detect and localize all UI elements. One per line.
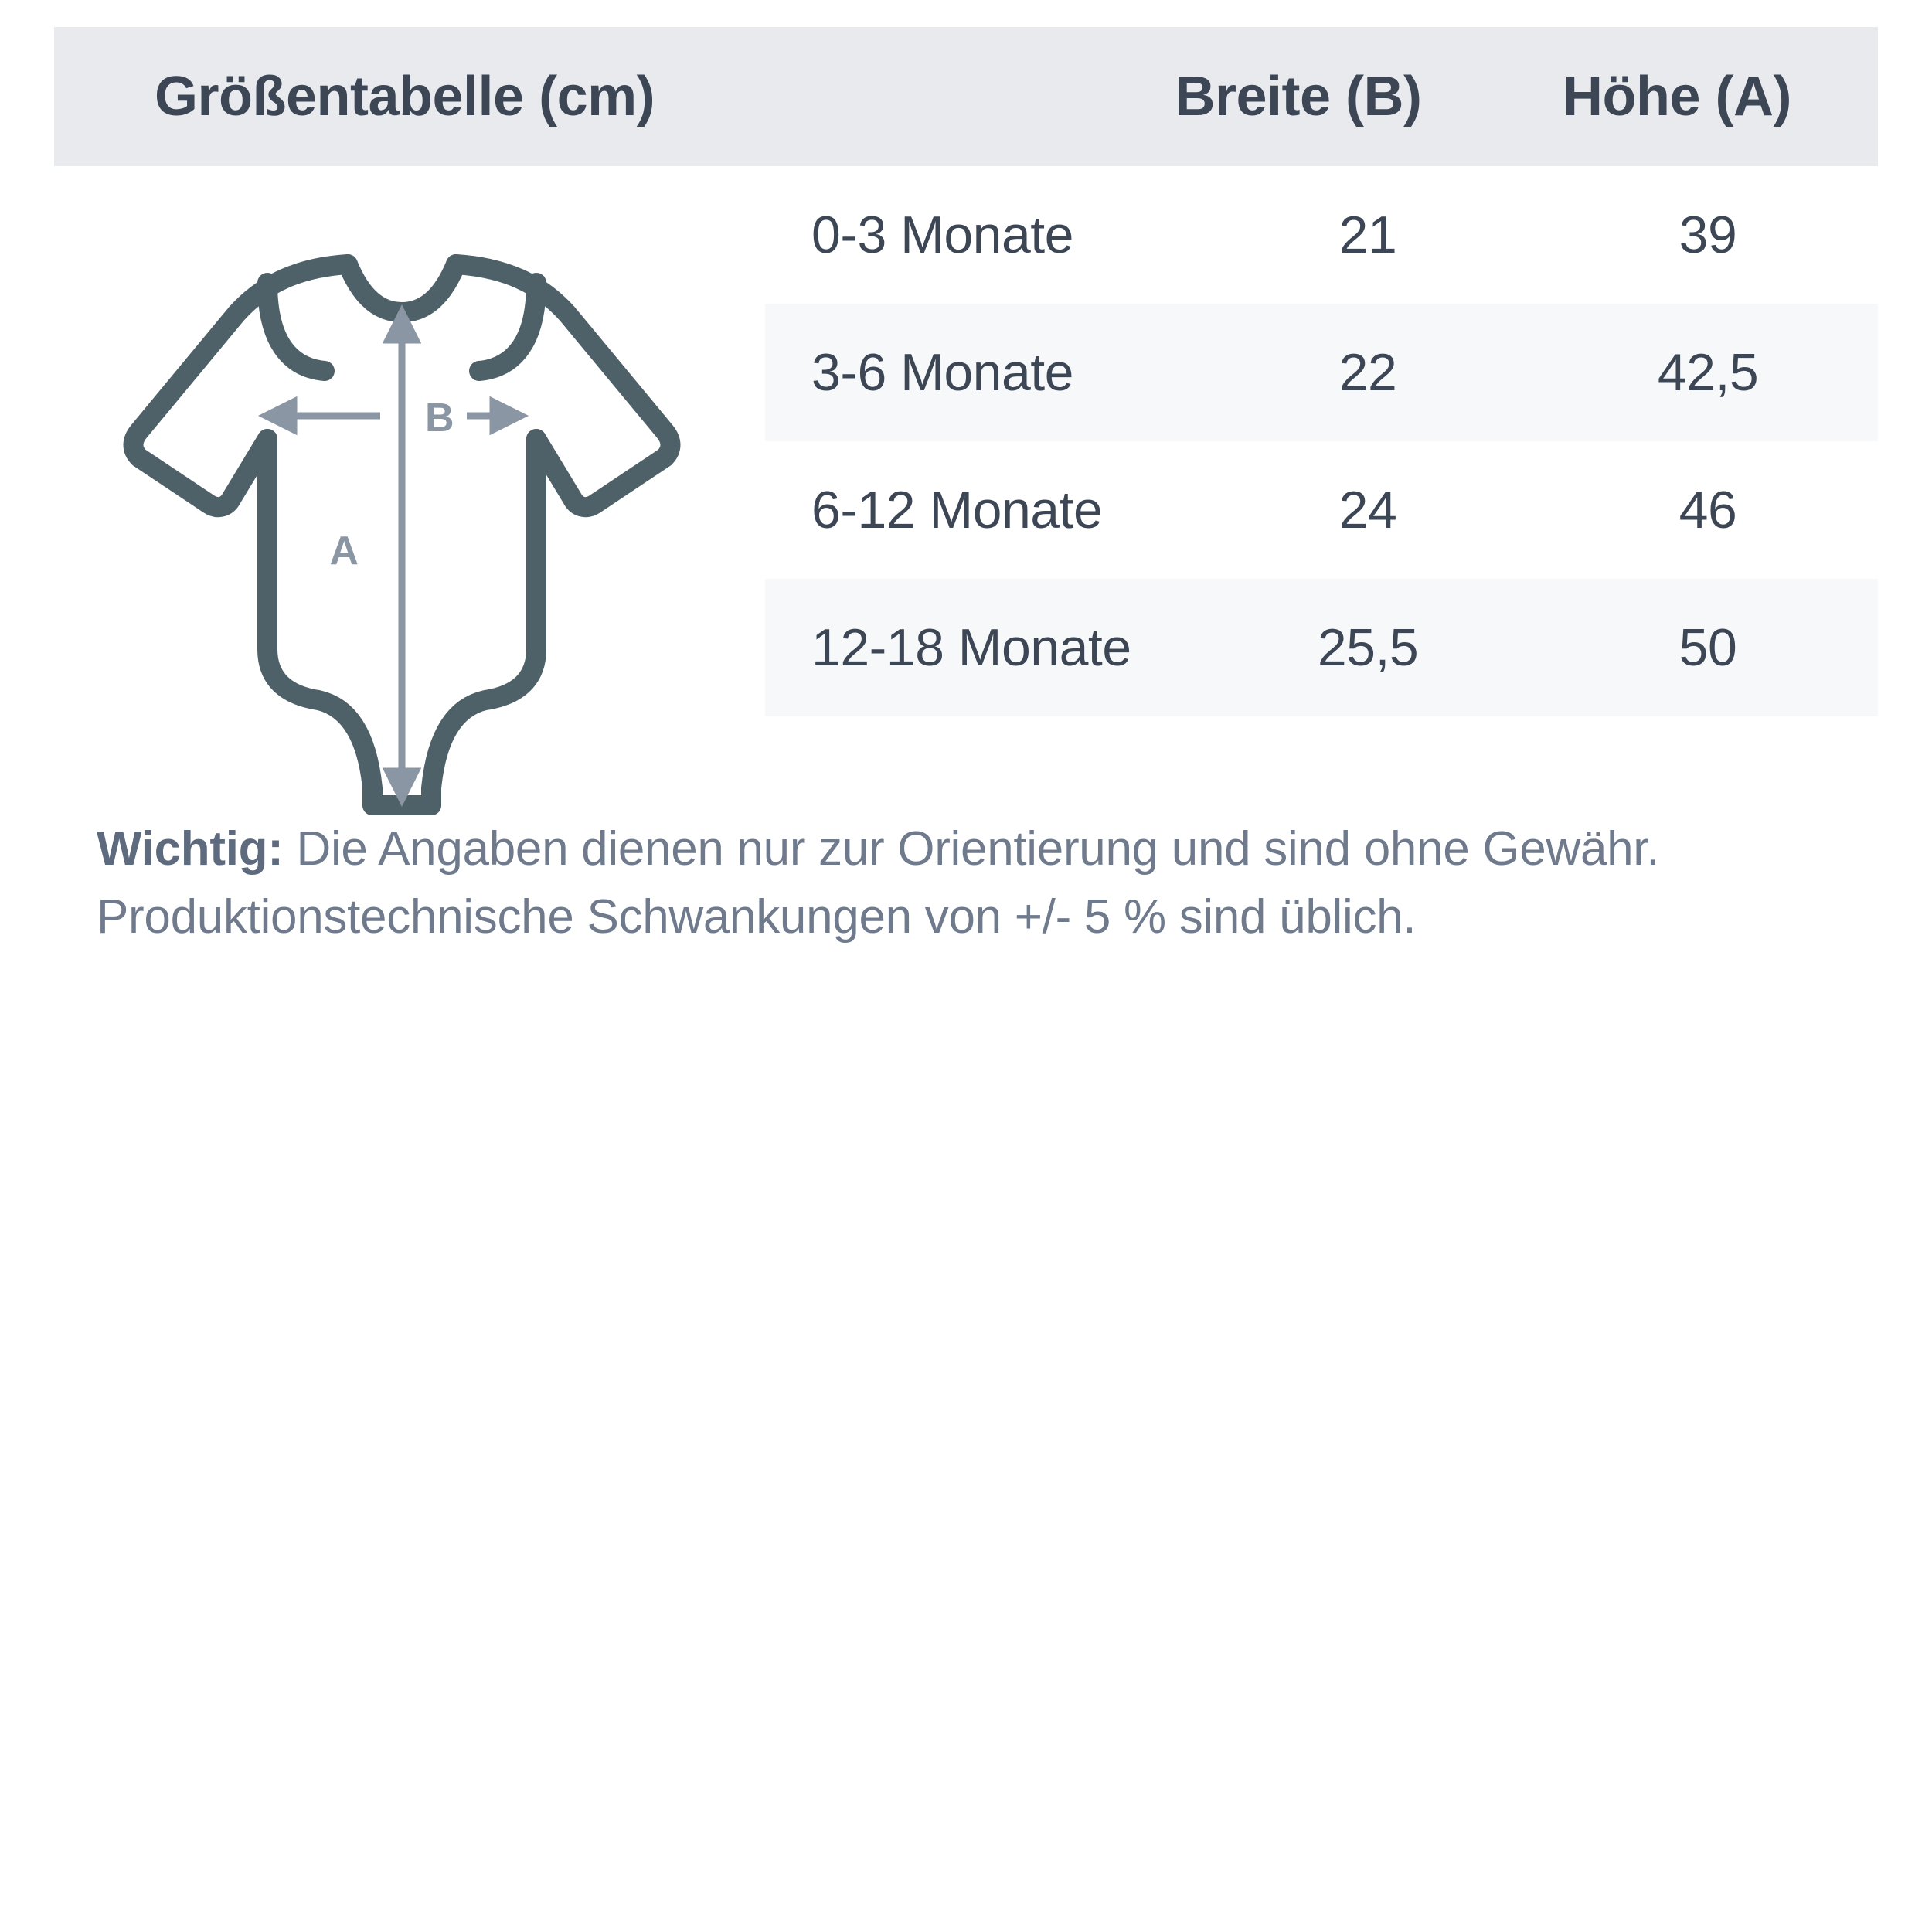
footnote-line-2: Produktionstechnische Schwankungen von +… (97, 890, 1417, 944)
bodysuit-illustration: B A (93, 232, 711, 819)
cell-breite: 22 (1338, 343, 1397, 402)
width-label: B (425, 396, 454, 440)
cell-breite: 25,5 (1317, 618, 1419, 677)
height-label: A (329, 529, 359, 573)
height-arrow-up (382, 304, 422, 344)
cell-hoehe: 39 (1679, 206, 1737, 264)
cell-size: 6-12 Monate (811, 481, 1103, 539)
cell-hoehe: 50 (1679, 618, 1737, 677)
cell-size: 12-18 Monate (811, 618, 1131, 677)
column-header-hoehe: Höhe (A) (1563, 66, 1791, 128)
height-arrow-down (382, 767, 422, 808)
size-table: 0-3 Monate 21 39 3-6 Monate 22 42,5 6-12… (765, 166, 1878, 716)
cell-size: 0-3 Monate (811, 206, 1073, 264)
table-row: 6-12 Monate 24 46 (765, 441, 1878, 579)
bodysuit-diagram-svg: B A (123, 254, 681, 815)
cell-size: 3-6 Monate (811, 343, 1073, 402)
page-title: Größentabelle (cm) (155, 66, 655, 128)
table-header-band: Größentabelle (cm) Breite (B) Höhe (A) (54, 27, 1878, 166)
bodysuit-outline (123, 254, 681, 815)
footnote-line-1: Wichtig: Die Angaben dienen nur zur Orie… (97, 822, 1659, 876)
table-row: 3-6 Monate 22 42,5 (765, 304, 1878, 441)
table-row: 12-18 Monate 25,5 50 (765, 579, 1878, 716)
cell-breite: 24 (1338, 481, 1397, 539)
width-arrow-right (489, 396, 529, 436)
cell-breite: 21 (1338, 206, 1397, 264)
column-header-breite: Breite (B) (1175, 66, 1422, 128)
measurement-arrows (257, 304, 529, 808)
table-row: 0-3 Monate 21 39 (765, 166, 1878, 304)
cell-hoehe: 42,5 (1657, 343, 1759, 402)
cell-hoehe: 46 (1679, 481, 1737, 539)
footnote-lead: Wichtig: (97, 822, 284, 876)
footnote-line-1-text: Die Angaben dienen nur zur Orientierung … (283, 822, 1660, 876)
footnote: Wichtig: Die Angaben dienen nur zur Orie… (97, 815, 1835, 951)
width-arrow-left (257, 396, 298, 436)
